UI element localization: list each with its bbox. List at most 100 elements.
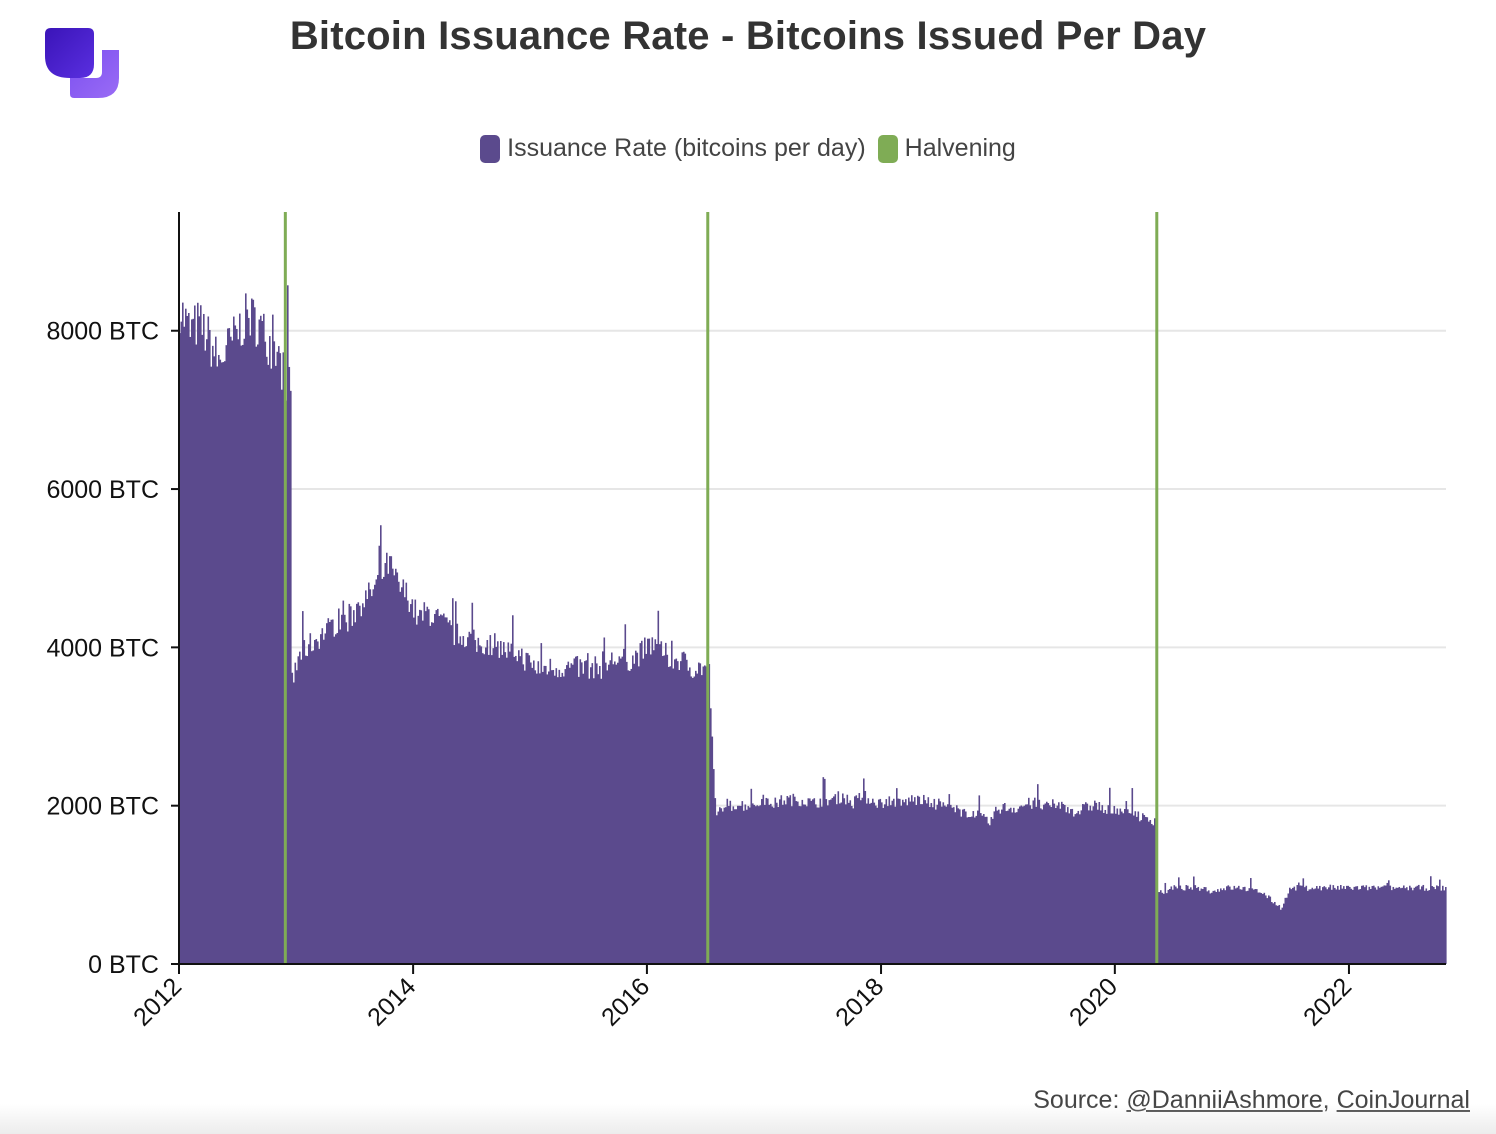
y-tick-label: 0 BTC [88, 951, 159, 979]
issuance-bar [1160, 890, 1162, 964]
issuance-bar [1043, 804, 1045, 964]
issuance-bar [983, 814, 985, 964]
issuance-bar [1236, 887, 1239, 964]
issuance-bar [291, 672, 294, 964]
issuance-bar [804, 804, 807, 964]
issuance-bar [198, 316, 201, 964]
issuance-bar [306, 656, 309, 964]
issuance-bar [467, 637, 469, 964]
issuance-bar [315, 639, 318, 964]
issuance-swatch [480, 134, 501, 163]
issuance-bar [1238, 885, 1240, 964]
issuance-bar [663, 655, 666, 964]
issuance-bar [1007, 810, 1009, 964]
issuance-bar [311, 651, 313, 964]
issuance-bar [672, 668, 675, 964]
issuance-bar [1175, 886, 1177, 964]
issuance-bar [951, 807, 954, 964]
issuance-bar [492, 648, 495, 964]
issuance-bar [645, 653, 648, 964]
issuance-bar [579, 659, 582, 964]
issuance-bar [1430, 876, 1432, 964]
issuance-bar [968, 817, 970, 964]
issuance-bar [945, 806, 948, 964]
issuance-bar [1379, 887, 1381, 964]
issuance-bar [1104, 809, 1107, 964]
issuance-bar [563, 676, 565, 964]
legend-item-issuance[interactable]: Issuance Rate (bitcoins per day) [480, 134, 866, 163]
issuance-bar [911, 795, 913, 964]
issuance-bar [371, 596, 373, 964]
issuance-bar [1073, 816, 1075, 964]
issuance-bar [392, 568, 394, 964]
x-tick-label: 2012 [128, 972, 187, 1031]
issuance-bar [308, 644, 310, 964]
issuance-bar [186, 315, 189, 965]
issuance-bar [773, 807, 775, 964]
issuance-bar [1167, 889, 1170, 964]
issuance-bar [828, 800, 831, 964]
issuance-bar [896, 788, 898, 964]
issuance-bar [1127, 809, 1129, 964]
issuance-bar [513, 656, 516, 964]
legend-item-halvening[interactable]: Halvening [877, 134, 1016, 163]
issuance-bar [789, 795, 792, 964]
issuance-bar [228, 328, 231, 965]
issuance-bar [1247, 890, 1249, 964]
issuance-bar [791, 806, 793, 964]
issuance-bar [969, 817, 972, 964]
issuance-bar [257, 344, 259, 965]
issuance-bar [840, 802, 843, 964]
issuance-bar [602, 651, 604, 964]
issuance-bar [248, 317, 250, 964]
issuance-bar [909, 801, 912, 964]
issuance-bar [671, 640, 673, 964]
issuance-bar [1088, 810, 1090, 964]
issuance-bar [1335, 889, 1338, 964]
issuance-bar [684, 653, 687, 964]
issuance-bar [263, 313, 265, 964]
issuance-bar [942, 802, 945, 964]
issuance-bar [1445, 886, 1447, 964]
issuance-bar [597, 674, 600, 964]
issuance-bar [633, 663, 636, 964]
issuance-bar [546, 674, 549, 964]
issuance-bar [1343, 886, 1345, 964]
issuance-bar [252, 299, 255, 965]
issuance-bar [627, 670, 630, 964]
issuance-bar [1140, 820, 1143, 964]
issuance-bar [1277, 905, 1279, 964]
issuance-bar [585, 660, 588, 964]
issuance-bar [927, 797, 930, 964]
issuance-bar [660, 641, 663, 964]
issuance-bar [255, 346, 258, 964]
issuance-bar [1224, 890, 1227, 964]
issuance-bar [714, 798, 717, 964]
issuance-bar [1271, 902, 1273, 964]
issuance-bar [989, 825, 991, 964]
issuance-bar [476, 651, 478, 964]
issuance-bar [720, 808, 723, 964]
issuance-bar [744, 804, 747, 964]
issuance-chart: 0 BTC 2000 BTC 4000 BTC 6000 BTC 8000 BTC 201… [46, 212, 1447, 1032]
issuance-bar [276, 351, 279, 965]
issuance-bar [588, 678, 591, 964]
issuance-bar [495, 646, 498, 964]
issuance-bar [1377, 886, 1380, 964]
issuance-bar [422, 620, 424, 964]
issuance-bar [972, 811, 975, 964]
issuance-bar [386, 552, 388, 964]
issuance-bar [1070, 809, 1072, 964]
issuance-bar [1124, 808, 1126, 964]
issuance-bar [1338, 889, 1341, 964]
issuance-bar [815, 804, 817, 964]
issuance-bar [932, 807, 934, 964]
issuance-bar [1433, 887, 1435, 964]
issuance-bar [1233, 885, 1236, 964]
issuance-bar [1296, 885, 1299, 964]
issuance-bar [420, 610, 423, 964]
issuance-bar [1223, 888, 1225, 964]
issuance-bar [855, 795, 858, 964]
issuance-bar [204, 350, 207, 964]
issuance-bar [846, 794, 849, 964]
